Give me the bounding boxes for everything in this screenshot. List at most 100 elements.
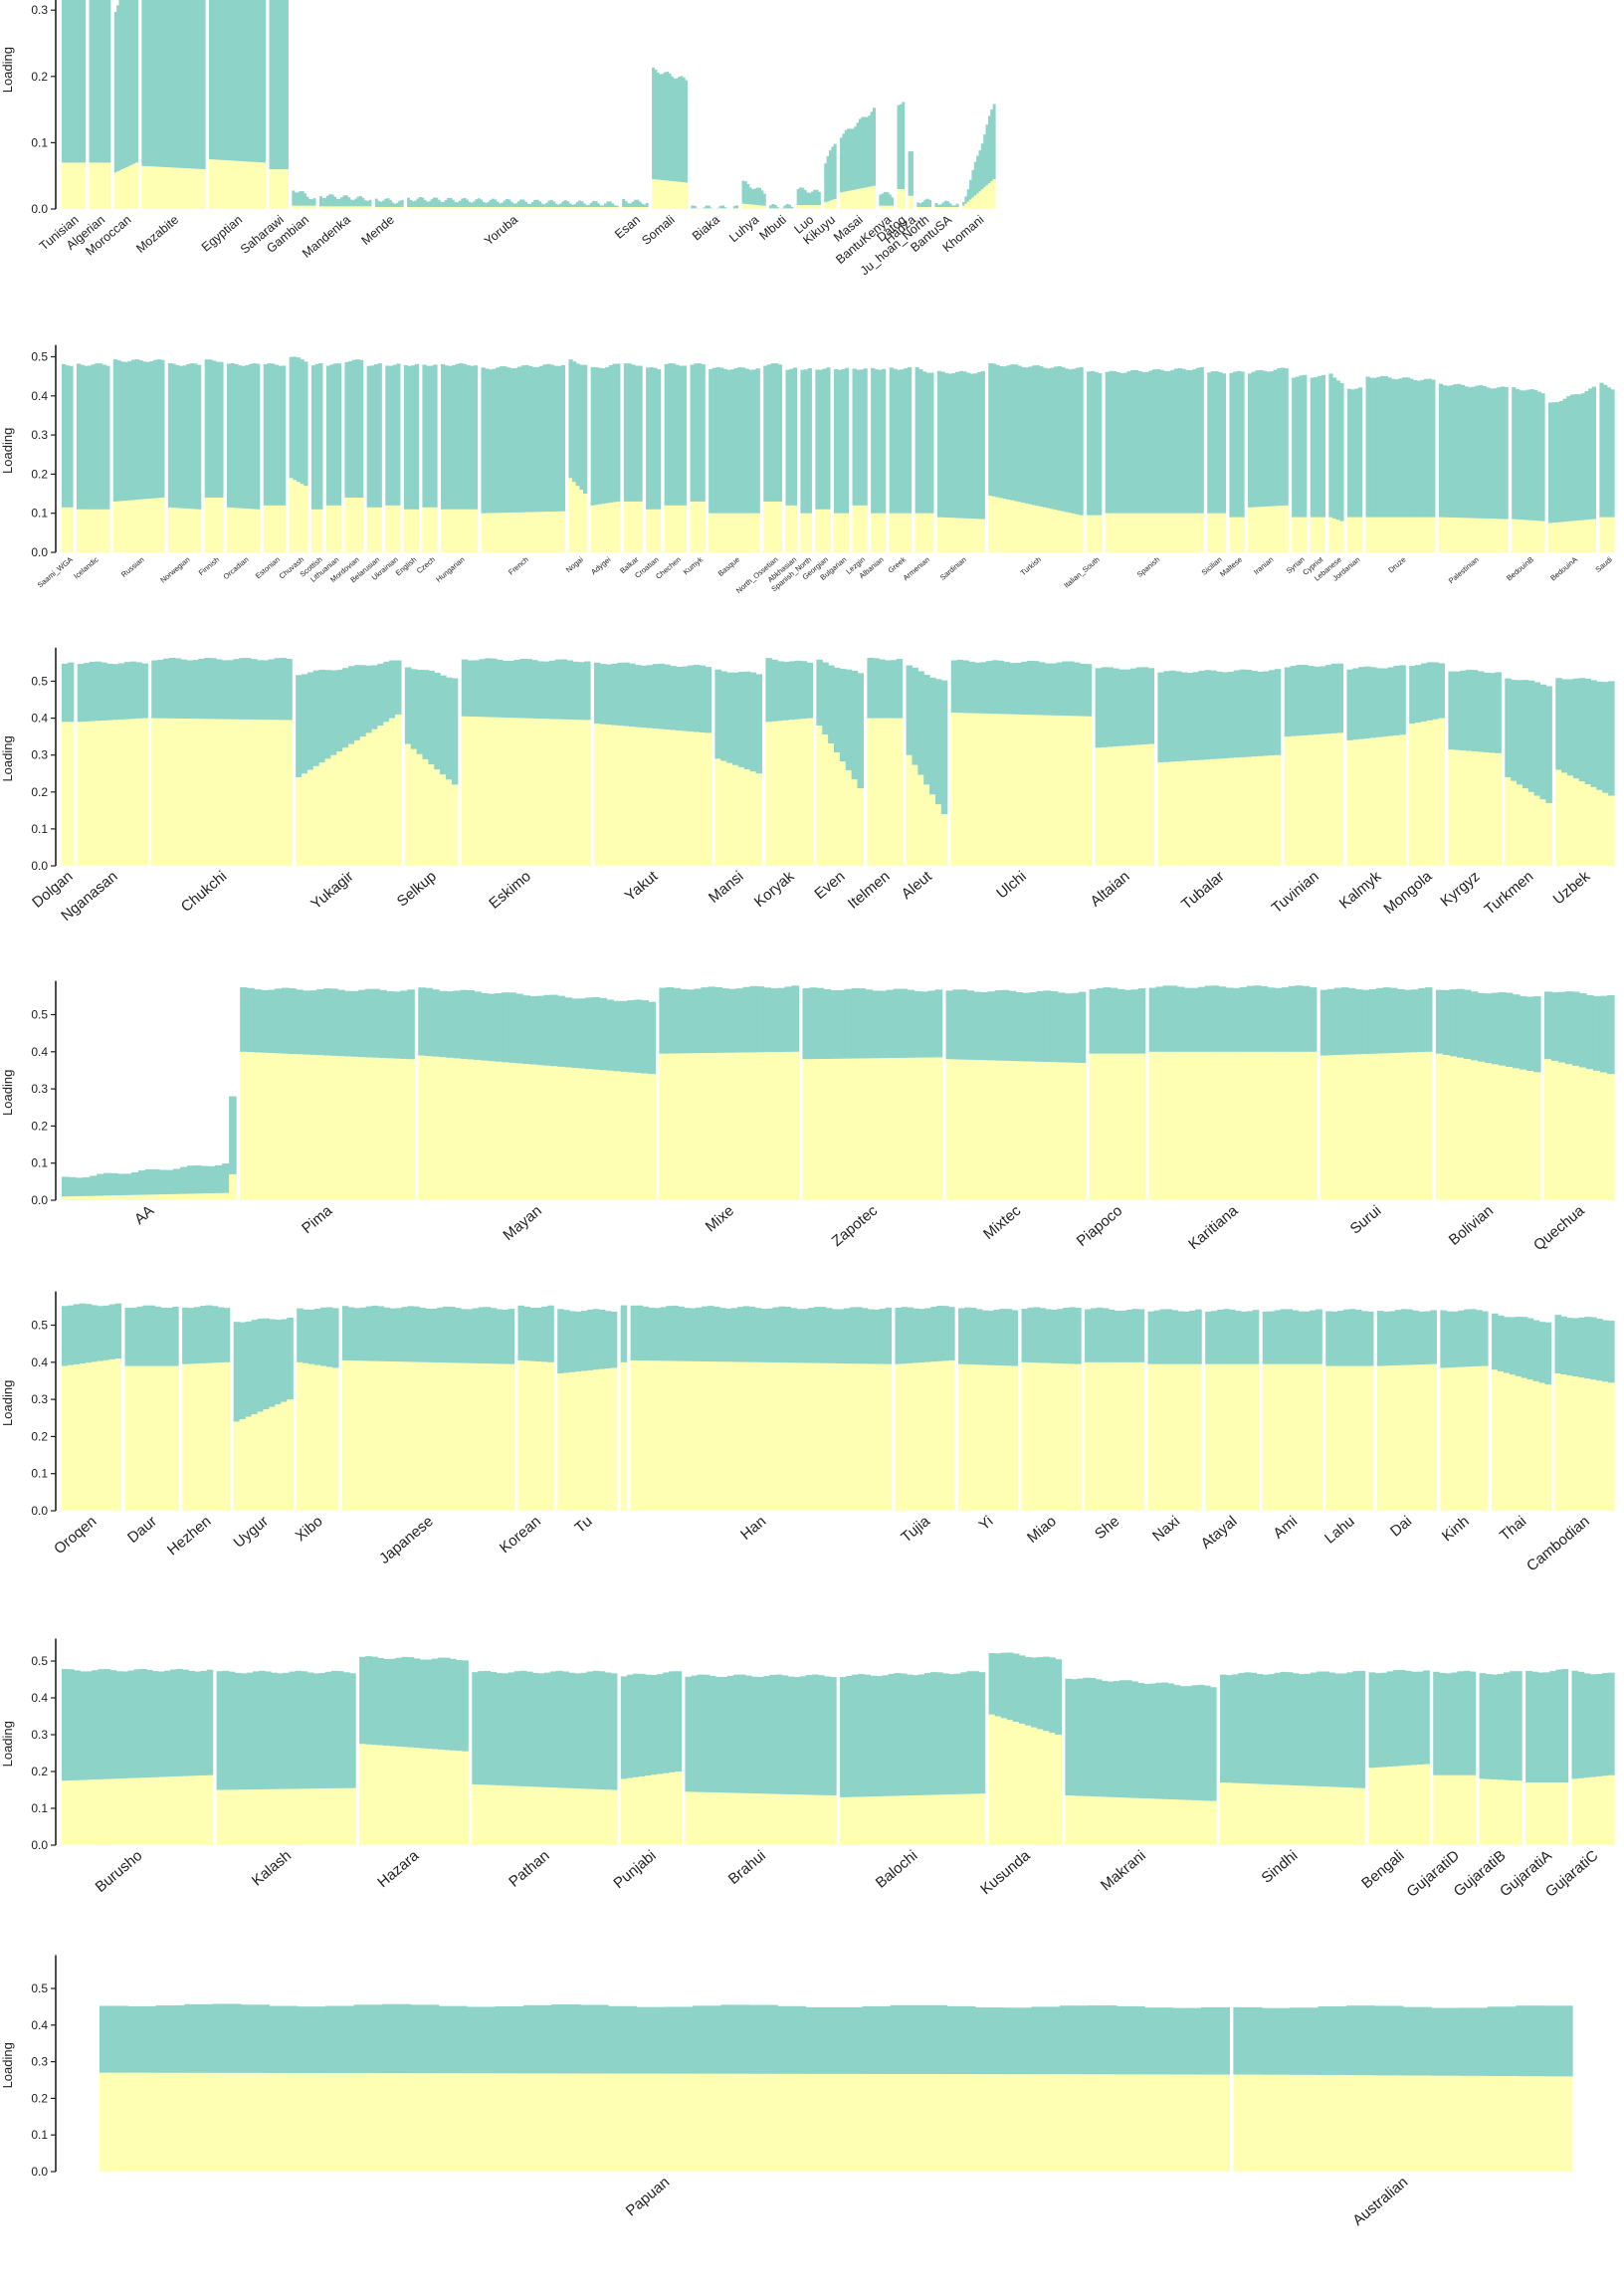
population-group (100, 2003, 1230, 2172)
bar-segment-bottom (1266, 506, 1271, 552)
bar-segment-bottom (73, 162, 77, 209)
bar-segment-top (675, 1671, 683, 1772)
bar-segment-top (1268, 670, 1276, 756)
bar-segment-bottom (843, 1363, 851, 1511)
bar-segment-top (287, 1317, 294, 1400)
bar-segment-bottom (1064, 512, 1070, 552)
bar-segment-bottom (515, 1063, 523, 1200)
bar-segment-top (1491, 1313, 1499, 1370)
bar-segment-top (596, 203, 600, 208)
bar-segment-bottom (1233, 757, 1241, 866)
bar-segment-top (502, 1673, 509, 1786)
bar-segment-top (809, 987, 818, 1060)
bar-segment-top (557, 1309, 564, 1373)
bar-segment-bottom (718, 1361, 726, 1511)
x-tick-label: Yakut (622, 868, 662, 905)
bar-segment-top (1186, 673, 1194, 761)
bar-segment-top (1459, 2007, 1489, 2076)
y-tick-label: 0.5 (31, 1319, 48, 1333)
bar-segment-top (917, 1674, 925, 1795)
bar-segment-top (368, 199, 372, 207)
bar-segment-bottom (1185, 1799, 1193, 1845)
bar-segment-top (1396, 988, 1405, 1053)
bar-segment-bottom (732, 1792, 740, 1845)
bar-segment-bottom (846, 1796, 853, 1845)
bar-segment-bottom (460, 1362, 468, 1511)
bar-segment-bottom (1309, 1051, 1318, 1200)
population-group (1409, 662, 1446, 866)
bar-segment-bottom (1349, 1365, 1356, 1511)
bar-segment-bottom (123, 501, 128, 552)
bar-segment-top (1096, 987, 1105, 1054)
bar-segment-top (1108, 1309, 1116, 1362)
x-tick-label: Daur (124, 1513, 160, 1547)
bar-segment-bottom (1602, 792, 1609, 866)
bar-segment-bottom (1531, 1782, 1538, 1845)
bar-segment-bottom (659, 1053, 667, 1200)
bar-segment-bottom (654, 179, 658, 209)
y-tick-label: 0.1 (31, 135, 48, 149)
bar-segment-bottom (867, 1363, 875, 1511)
bar-segment-bottom (841, 513, 846, 552)
bar-segment-top (1386, 1671, 1394, 1768)
bar-segment-top (1464, 386, 1469, 519)
bar-segment-bottom (1464, 1366, 1471, 1511)
bar-segment-top (73, 0, 77, 163)
bar-segment-top (467, 989, 475, 1060)
bar-segment-top (208, 0, 212, 160)
bar-segment-top (1550, 992, 1559, 1061)
bar-segment-bottom (654, 1360, 661, 1511)
bar-segment-top (980, 143, 984, 190)
bar-segment-bottom (271, 505, 276, 552)
bar-segment-bottom (1410, 1052, 1419, 1200)
bar-segment-top (341, 1306, 349, 1360)
bar-segment-top (1504, 386, 1509, 520)
bar-segment-top (906, 1674, 914, 1796)
bar-segment-top (83, 0, 87, 163)
bar-segment-bottom (1192, 513, 1197, 552)
bar-segment-top (658, 663, 666, 730)
bar-segment-bottom (1003, 714, 1011, 866)
bar-segment-top (85, 1304, 93, 1363)
bar-segment-bottom (1189, 1363, 1196, 1511)
bar-segment-top (439, 990, 447, 1058)
bar-segment-top (1017, 365, 1022, 503)
bar-segment-bottom (547, 1361, 554, 1511)
bar-segment-bottom (86, 1779, 93, 1845)
bar-segment-bottom (209, 719, 217, 866)
bar-segment-bottom (568, 478, 573, 552)
bar-segment-top (1277, 367, 1282, 507)
bar-segment-bottom (758, 205, 762, 209)
bar-segment-bottom (416, 207, 420, 209)
bar-segment-bottom (395, 1746, 403, 1845)
bar-segment-top (530, 202, 534, 207)
y-tick-label: 0.0 (31, 859, 48, 873)
bar-segment-top (296, 675, 303, 777)
bar-segment-top (84, 365, 89, 510)
bar-segment-top (1463, 1670, 1471, 1775)
bar-segment-top (1303, 374, 1308, 518)
bar-segment-bottom (206, 1774, 214, 1845)
bar-segment-bottom (857, 788, 864, 866)
x-tick-label: Hazara (374, 1847, 422, 1892)
x-tick-label: Orcadian (221, 555, 250, 581)
bar-segment-bottom (268, 720, 276, 866)
bar-segment-top (1286, 1309, 1294, 1364)
bar-segment-top (884, 191, 888, 206)
bar-segment-top (635, 665, 642, 728)
bar-segment-top (374, 198, 378, 207)
bar-segment-top (661, 74, 665, 180)
bar-segment-top (1366, 1311, 1374, 1366)
bar-segment-bottom (274, 720, 282, 866)
bar-segment-bottom (1346, 739, 1353, 866)
bar-segment-bottom (799, 1794, 807, 1845)
bar-segment-top (413, 1658, 421, 1749)
bar-segment-top (384, 198, 388, 207)
bar-segment-top (151, 660, 158, 719)
bar-segment-bottom (239, 1418, 247, 1511)
bar-segment-bottom (131, 500, 136, 552)
bar-segment-top (410, 2004, 440, 2074)
bar-segment-top (233, 1322, 241, 1422)
bar-segment-bottom (742, 1052, 751, 1200)
bar-segment-bottom (815, 205, 819, 209)
